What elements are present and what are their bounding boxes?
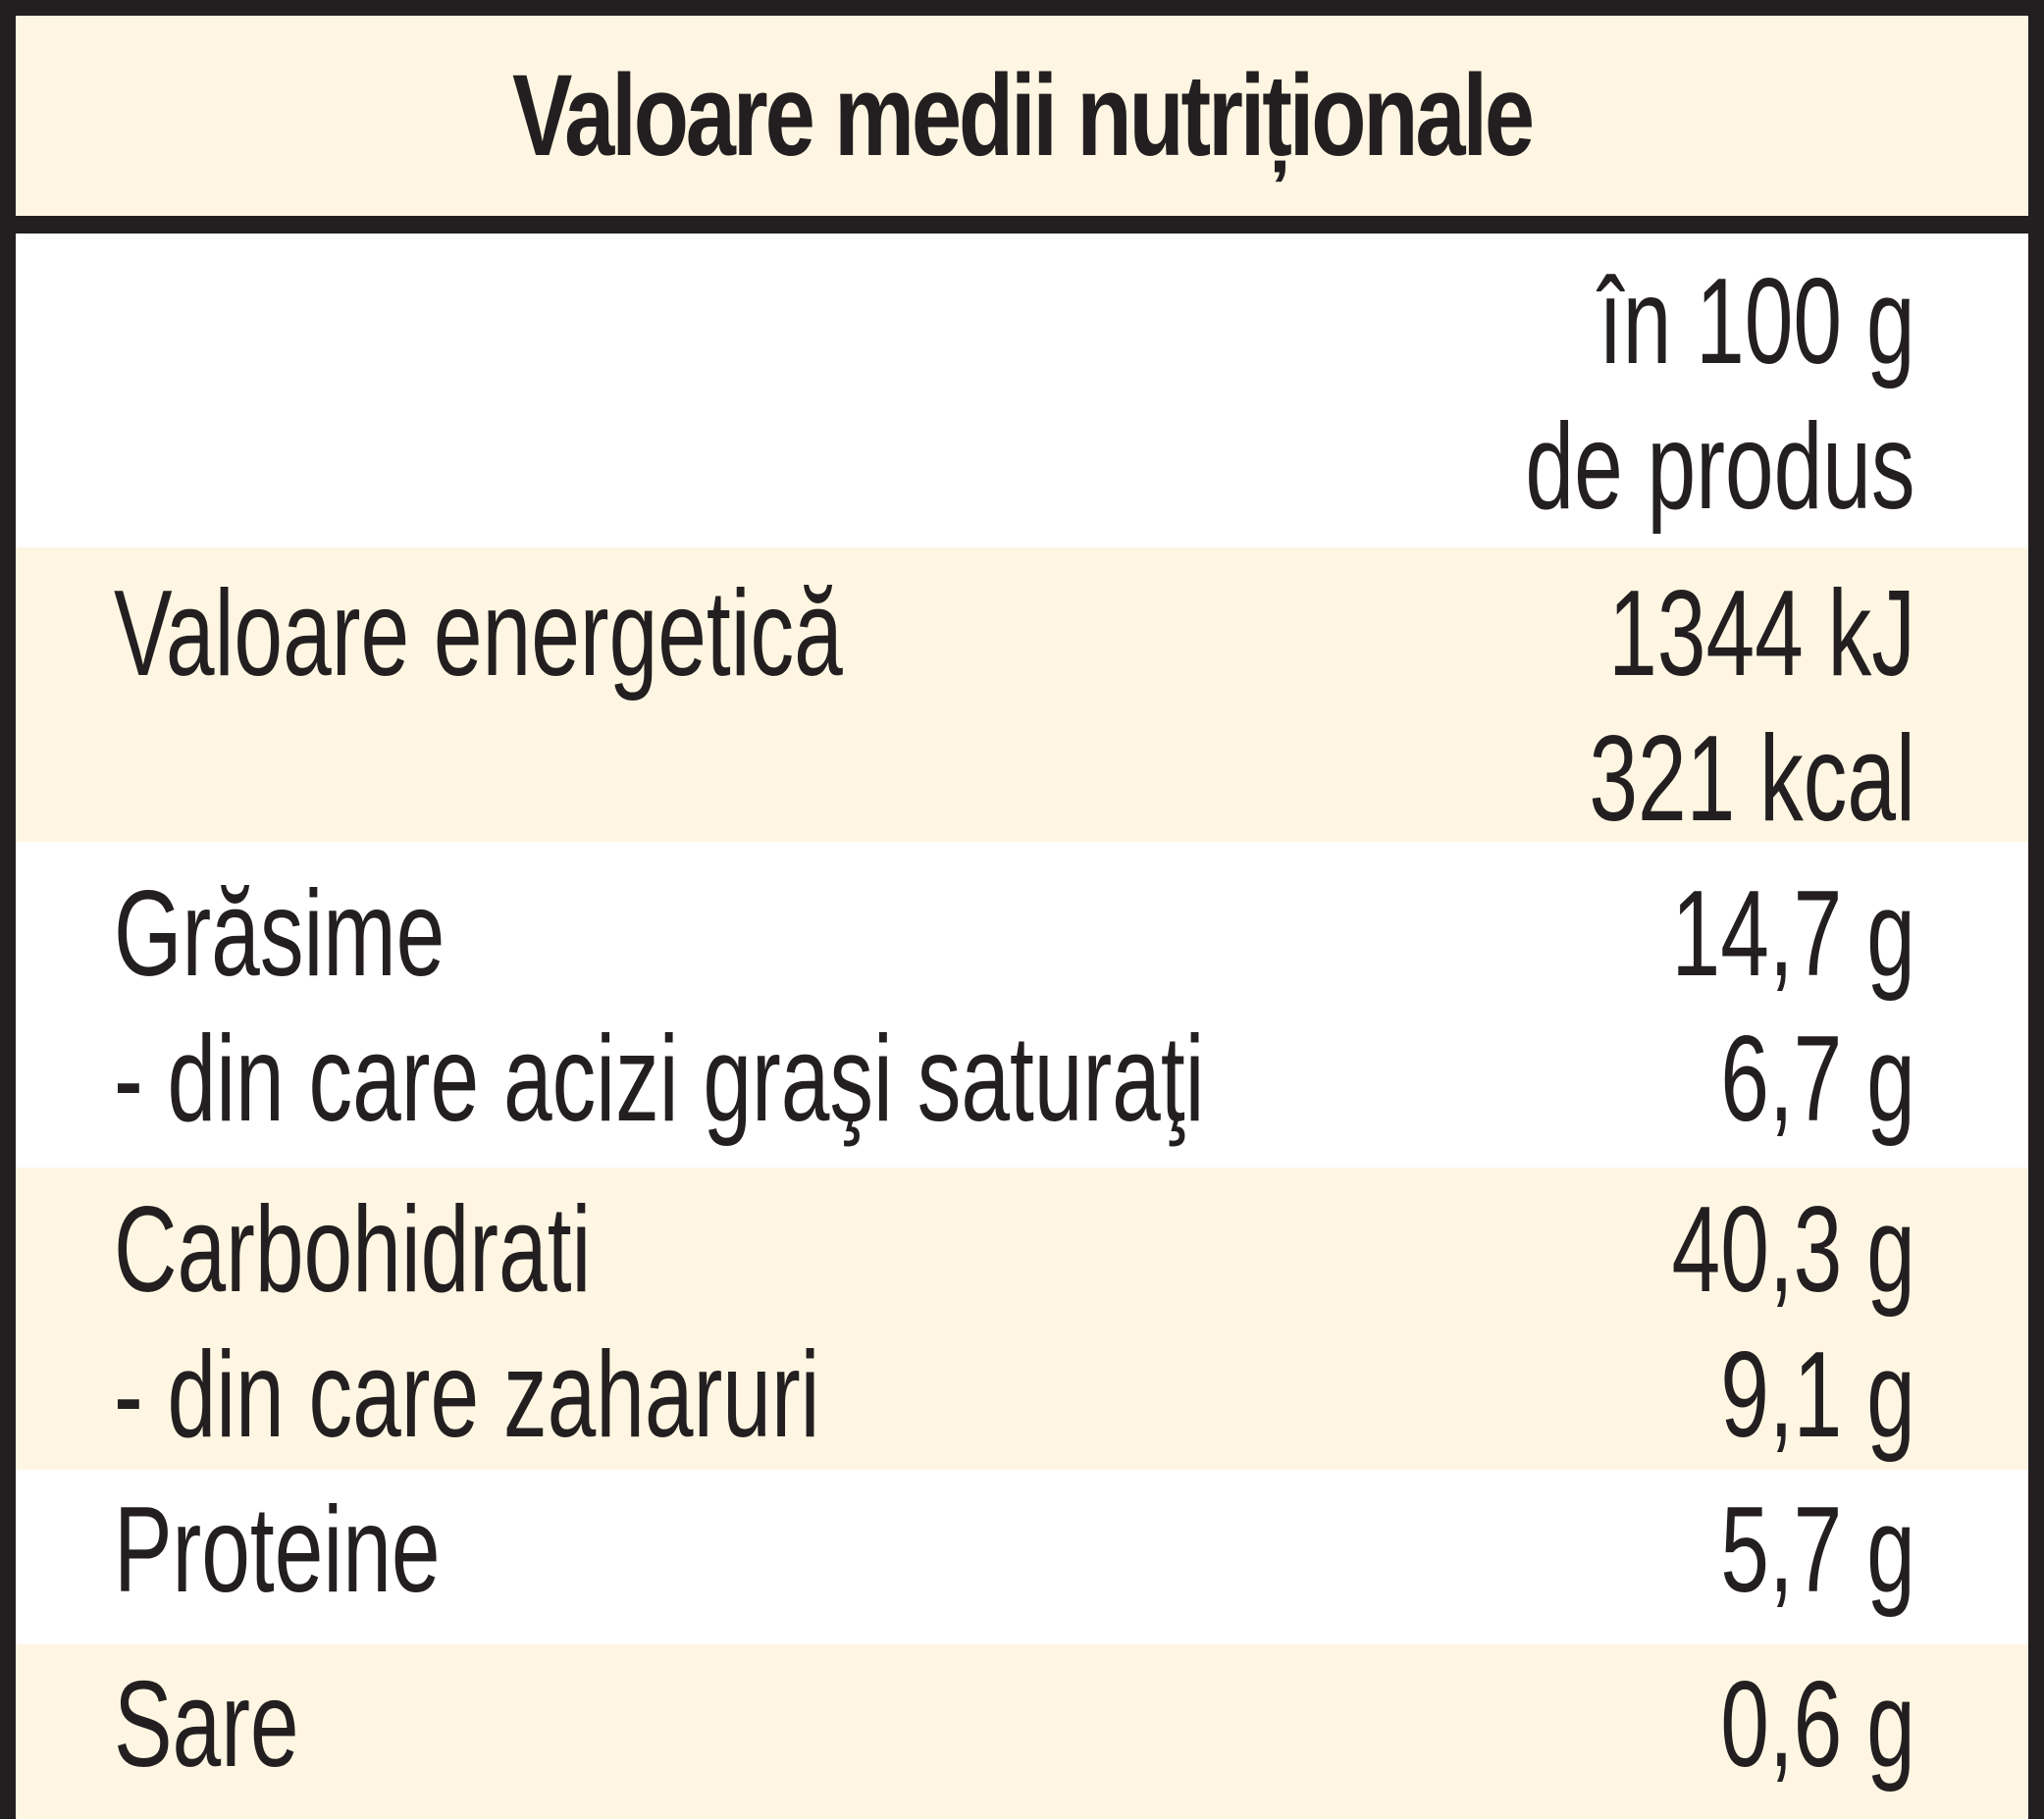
table-row-fat: Grăsime - din care acizi graşi saturaţi … bbox=[16, 842, 2028, 1168]
saturated-fat-value: 6,7 g bbox=[1720, 1012, 1915, 1147]
sugars-label: - din care zaharuri bbox=[114, 1327, 820, 1463]
fat-value: 14,7 g bbox=[1671, 866, 1915, 1002]
row-value: 5,7 g bbox=[1720, 1478, 1915, 1623]
fat-label: Grăsime bbox=[114, 866, 445, 1002]
column-header-line-2: de produs bbox=[1525, 399, 1915, 535]
column-header: în 100 g de produs bbox=[1526, 249, 1915, 540]
row-label: Proteine bbox=[114, 1478, 441, 1623]
energy-kj-value: 1344 kJ bbox=[1608, 566, 1915, 702]
table-title: Valoare medii nutriționale bbox=[511, 51, 1535, 181]
table-row-carbohydrates: Carbohidrati - din care zaharuri 40,3 g … bbox=[16, 1168, 2028, 1470]
saturated-fat-label: - din care acizi graşi saturaţi bbox=[114, 1012, 1205, 1147]
protein-label: Proteine bbox=[114, 1482, 441, 1618]
column-header-row: în 100 g de produs bbox=[16, 234, 2028, 547]
table-row-salt: Sare 0,6 g bbox=[16, 1644, 2028, 1819]
table-row-protein: Proteine 5,7 g bbox=[16, 1470, 2028, 1644]
row-value: 40,3 g 9,1 g bbox=[1672, 1177, 1915, 1468]
carbohydrates-value: 40,3 g bbox=[1671, 1182, 1915, 1318]
energy-kcal-value: 321 kcal bbox=[1589, 711, 1915, 847]
row-value: 0,6 g bbox=[1720, 1652, 1915, 1797]
protein-value: 5,7 g bbox=[1720, 1482, 1915, 1618]
column-header-line-1: în 100 g bbox=[1599, 254, 1915, 390]
energy-label: Valoare energetică bbox=[114, 566, 843, 702]
salt-value: 0,6 g bbox=[1720, 1657, 1915, 1793]
salt-label: Sare bbox=[114, 1657, 299, 1793]
title-bar: Valoare medii nutriționale bbox=[16, 16, 2028, 234]
row-label: Valoare energetică bbox=[114, 561, 843, 706]
row-label: Grăsime - din care acizi graşi saturaţi bbox=[114, 861, 1204, 1152]
row-value: 1344 kJ 321 kcal bbox=[1589, 561, 1915, 852]
row-label: Sare bbox=[114, 1652, 299, 1797]
row-label: Carbohidrati - din care zaharuri bbox=[114, 1177, 820, 1468]
table-row-energy: Valoare energetică 1344 kJ 321 kcal bbox=[16, 547, 2028, 847]
carbohydrates-label: Carbohidrati bbox=[114, 1182, 592, 1318]
row-value: 14,7 g 6,7 g bbox=[1672, 861, 1915, 1152]
sugars-value: 9,1 g bbox=[1720, 1327, 1915, 1463]
